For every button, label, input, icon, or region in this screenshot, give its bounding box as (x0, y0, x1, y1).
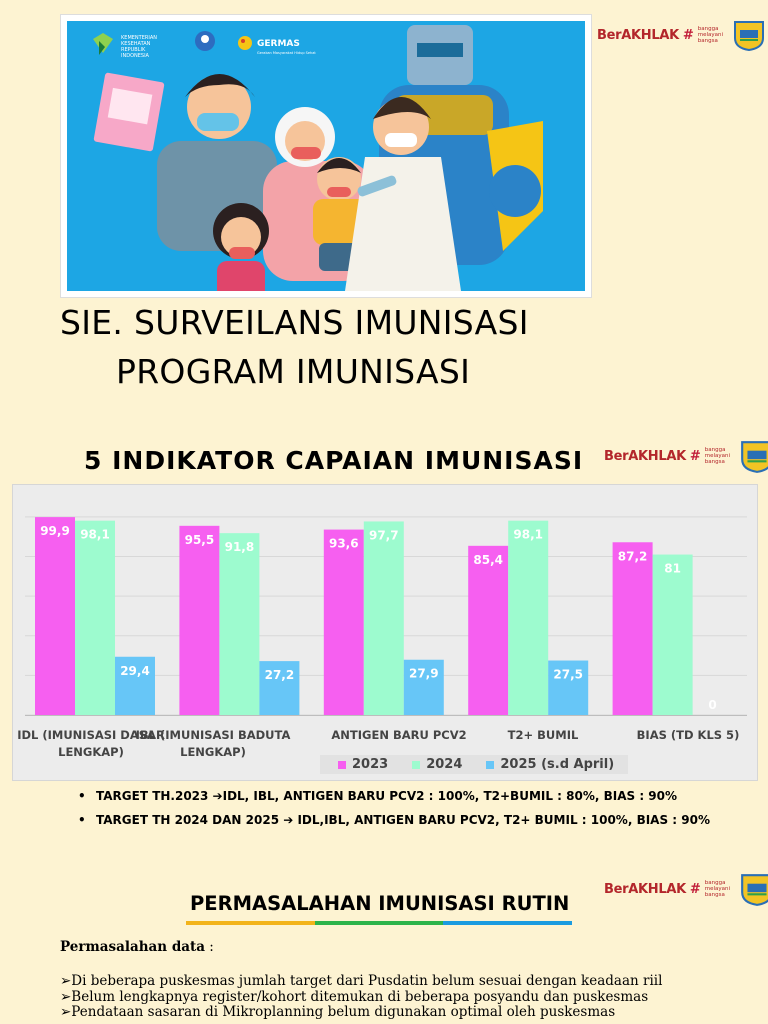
regency-emblem-icon (733, 21, 764, 52)
data-label: 81 (664, 562, 681, 576)
bar-2023-1 (179, 525, 220, 715)
data-label: 27,5 (553, 668, 583, 682)
legend-label: 2023 (352, 757, 389, 772)
data-label: 27,2 (265, 668, 295, 682)
category-label: BIAS (TD KLS 5) (637, 728, 740, 742)
category-label: T2+ BUMIL (508, 728, 579, 742)
legend-item-2024: 2024 (412, 757, 462, 772)
data-label: 29,4 (120, 664, 150, 678)
section-title-line2: PROGRAM IMUNISASI (116, 352, 471, 391)
problems-list: ➢Di beberapa puskesmas jumlah target dar… (60, 973, 663, 1021)
legend-item-2025: 2025 (s.d April) (486, 757, 614, 772)
bar-2023-2 (323, 529, 364, 715)
brand-name: BerAKHLAK (597, 27, 679, 43)
brand-tagline: bangga melayani bangsa (697, 26, 724, 44)
bullet: • (78, 813, 86, 827)
legend-swatch (486, 760, 495, 769)
bar-2025-0 (115, 656, 155, 715)
hashtag-icon: # (689, 448, 701, 464)
family-vaccination-illustration: KEMENTERIAN KESEHATAN REPUBLIK INDONESIA GE… (67, 21, 585, 291)
doctor (345, 97, 461, 291)
problem-item: ➢Pendataan sasaran di Mikroplanning belu… (60, 1004, 616, 1020)
girl (213, 203, 269, 291)
banner-illustration: KEMENTERIAN KESEHATAN REPUBLIK INDONESIA GE… (60, 14, 592, 298)
problems-subtitle-bold: Permasalahan data (60, 939, 205, 955)
problems-subtitle-rest: : (205, 939, 214, 955)
bar-2024-2 (363, 521, 404, 715)
problem-item: ➢Belum lengkapnya register/kohort ditemu… (60, 988, 649, 1005)
data-label: 98,1 (513, 528, 543, 542)
legend-label: 2024 (426, 757, 463, 772)
target-item: • TARGET TH 2024 DAN 2025 ➔ IDL,IBL, ANT… (78, 813, 710, 837)
ministry-text: KEMENTERIAN KESEHATAN REPUBLIK INDONESIA (121, 35, 157, 59)
target-text: TARGET TH.2023 ➔IDL, IBL, ANTIGEN BARU P… (96, 789, 678, 803)
bar-chart-svg: 99,9 95,5 93,6 85,4 87,2 98,1 91,8 97,7 98,1 81 29… (17, 516, 747, 759)
category-label: LENGKAP) (180, 745, 246, 759)
category-label: IDL (IMUNISASI DASAR (17, 728, 165, 742)
bar-2025-3 (548, 660, 589, 715)
brand-name: BerAKHLAK (604, 881, 686, 897)
bar-chart: 99,9 95,5 93,6 85,4 87,2 98,1 91,8 97,7 98,1 81 29… (12, 484, 758, 781)
brand-badge-middle: BerAKHLAK # bangga melayani bangsa (604, 438, 768, 474)
bar-2025-1 (259, 661, 300, 715)
ministry-logo (93, 33, 113, 55)
data-label: 91,8 (225, 540, 255, 554)
data-label: 99,9 (40, 524, 70, 538)
bar-2023-0 (35, 517, 75, 715)
chart-legend: 2023 2024 2025 (s.d April) (320, 755, 629, 774)
legend-swatch (338, 760, 346, 769)
data-label: 98,1 (80, 528, 110, 542)
data-label: 0 (708, 698, 716, 712)
data-label: 95,5 (185, 533, 215, 547)
legend-item-2023: 2023 (338, 757, 388, 772)
bar-2023-3 (468, 545, 509, 715)
brand-badge-top: BerAKHLAK # bangga melayani bangsa (597, 18, 766, 52)
bar-2024-4 (652, 554, 693, 715)
target-item: • TARGET TH.2023 ➔IDL, IBL, ANTIGEN BARU… (78, 789, 710, 813)
regency-emblem-icon (740, 441, 768, 473)
bar-2024-3 (508, 520, 549, 715)
data-label: 87,2 (618, 549, 648, 563)
brand-tagline: bangga melayani bangsa (704, 447, 731, 465)
data-label: 97,7 (369, 528, 399, 542)
bar-2024-1 (219, 533, 260, 715)
bar-2024-0 (75, 520, 115, 715)
problem-item: ➢Di beberapa puskesmas jumlah target dar… (60, 973, 663, 989)
target-list: • TARGET TH.2023 ➔IDL, IBL, ANTIGEN BARU… (78, 789, 710, 837)
regency-emblem-icon (740, 874, 768, 906)
data-label: 85,4 (473, 553, 503, 567)
target-text: TARGET TH 2024 DAN 2025 ➔ IDL,IBL, ANTIG… (96, 813, 710, 827)
germas-text: GERMAS (257, 39, 300, 49)
legend-swatch (412, 760, 421, 769)
brand-name: BerAKHLAK (604, 448, 686, 464)
data-label: 93,6 (329, 537, 359, 551)
divider-segment (443, 921, 573, 925)
divider-segment (186, 921, 315, 925)
data-label: 27,9 (409, 667, 439, 681)
bar-2023-4 (612, 542, 653, 715)
bullet: • (78, 789, 86, 803)
section-title-line1: SIE. SURVEILANS IMUNISASI (60, 303, 529, 342)
hashtag-icon: # (689, 881, 701, 897)
brand-tagline: bangga melayani bangsa (704, 880, 731, 898)
problems-title: PERMASALAHAN IMUNISASI RUTIN (190, 892, 570, 915)
booklet (93, 72, 165, 152)
category-label: IBL (IMUNISASI BADUTA (136, 728, 291, 742)
germas-logo (238, 36, 252, 50)
divider-segment (314, 921, 444, 925)
hashtag-icon: # (682, 27, 694, 43)
problems-subtitle: Permasalahan data : (60, 939, 214, 955)
germas-sub: Gerakan Masyarakat Hidup Sehat (257, 51, 316, 55)
family-logo (195, 31, 215, 51)
brand-badge-bottom: BerAKHLAK # bangga melayani bangsa (604, 871, 768, 907)
legend-label: 2025 (s.d April) (500, 757, 615, 772)
category-label: LENGKAP) (58, 745, 124, 759)
bar-2025-2 (403, 659, 444, 715)
problems-divider (186, 921, 573, 925)
chart-title: 5 INDIKATOR CAPAIAN IMUNISASI (84, 446, 584, 475)
category-label: ANTIGEN BARU PCV2 (331, 728, 466, 742)
